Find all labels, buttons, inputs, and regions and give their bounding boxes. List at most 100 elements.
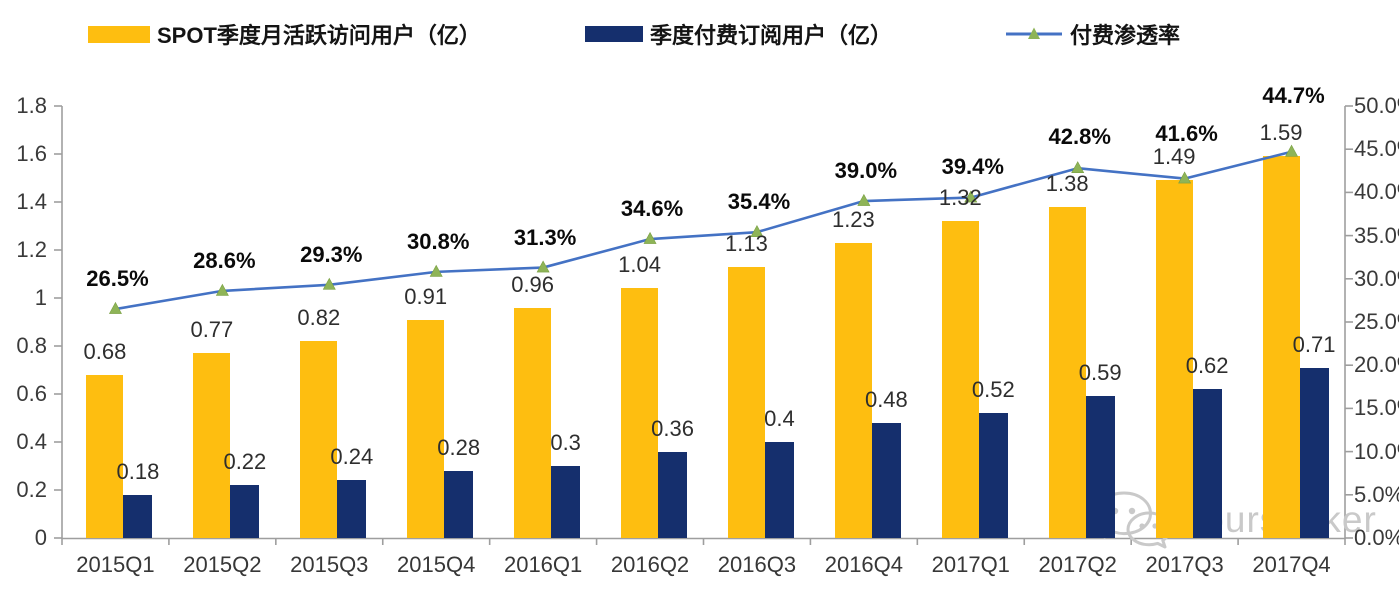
legend-item-subscribers: 季度付费订阅用户（亿） [585, 18, 892, 50]
penetration-rate-label: 30.8% [407, 228, 470, 254]
subscribers-bar [444, 470, 474, 538]
mau-value-label: 1.23 [831, 206, 875, 232]
right-axis-tick-label: 5.0% [1354, 481, 1399, 507]
legend: SPOT季度月活跃访问用户（亿） 季度付费订阅用户（亿） 付费渗透率 [0, 0, 1399, 60]
mau-value-label: 1.49 [1152, 144, 1196, 170]
x-axis-category-label: 2016Q1 [503, 552, 583, 577]
mau-value-label: 0.77 [190, 317, 234, 343]
legend-swatch-mau [88, 25, 150, 43]
penetration-rate-label: 26.5% [86, 266, 149, 292]
left-axis-tick-label: 0.6 [16, 381, 47, 406]
subscribers-bar [764, 442, 794, 538]
subscribers-bar [230, 485, 260, 538]
mau-value-label: 1.13 [725, 230, 768, 256]
subscribers-bar [1299, 367, 1329, 538]
left-axis-tick-label: 1.6 [16, 141, 47, 166]
left-axis-tick-label: 0.2 [16, 477, 47, 502]
penetration-rate-label: 28.6% [193, 247, 256, 273]
subscribers-bar [337, 480, 367, 538]
subscribers-value-label: 0.18 [116, 458, 160, 484]
x-axis-category-label: 2017Q2 [1038, 552, 1117, 577]
subscribers-bar [1192, 389, 1222, 538]
mau-bar [514, 307, 552, 538]
mau-value-label: 0.96 [511, 271, 555, 297]
subscribers-bar [871, 422, 901, 538]
subscribers-value-label: 0.22 [223, 449, 267, 475]
mau-value-label: 1.32 [938, 185, 982, 211]
subscribers-value-label: 0.24 [330, 444, 374, 470]
x-axis-category-label: 2017Q4 [1252, 552, 1331, 577]
mau-bar [407, 319, 445, 538]
x-axis-category-label: 2016Q2 [610, 552, 690, 577]
subscribers-value-label: 0.71 [1292, 331, 1336, 357]
penetration-rate-label: 29.3% [300, 241, 363, 267]
legend-item-mau: SPOT季度月活跃访问用户（亿） [88, 18, 481, 50]
mau-value-label: 0.68 [83, 338, 127, 364]
penetration-rate-label: 35.4% [727, 189, 791, 215]
right-axis-tick-label: 35.0% [1354, 222, 1399, 248]
legend-label-mau: SPOT季度月活跃访问用户（亿） [157, 23, 481, 48]
subscribers-value-label: 0.28 [437, 434, 481, 460]
subscribers-value-label: 0.36 [651, 415, 694, 441]
subscribers-value-label: 0.48 [864, 386, 908, 412]
subscribers-bar [123, 494, 153, 538]
subscribers-value-label: 0.52 [971, 377, 1015, 403]
left-axis-tick-label: 0.8 [16, 333, 47, 358]
penetration-rate-label: 39.4% [941, 153, 1004, 179]
penetration-rate-label: 42.8% [1048, 124, 1111, 150]
mau-value-label: 1.38 [1045, 170, 1089, 196]
x-axis-category-label: 2015Q1 [76, 552, 155, 577]
x-axis-category-label: 2016Q4 [824, 552, 904, 577]
mau-bar [834, 242, 872, 538]
penetration-rate-label: 44.7% [1262, 82, 1325, 108]
left-axis-tick-label: 0 [34, 525, 47, 550]
right-axis-tick-label: 40.0% [1354, 179, 1399, 205]
right-axis-tick-label: 30.0% [1354, 265, 1399, 291]
legend-item-penetration: 付费渗透率 [1005, 18, 1180, 50]
mau-bar [1155, 180, 1193, 538]
legend-line-marker-icon [1006, 27, 1062, 39]
subscribers-bar [1085, 396, 1115, 538]
x-axis-category-label: 2015Q3 [290, 552, 369, 577]
x-axis-category-label: 2015Q4 [397, 552, 476, 577]
mau-bar [941, 221, 979, 538]
right-axis-tick-label: 45.0% [1354, 136, 1399, 162]
left-axis-tick-label: 1.2 [16, 237, 47, 262]
mau-value-label: 1.04 [618, 252, 661, 278]
legend-label-penetration: 付费渗透率 [1070, 23, 1181, 48]
mau-bar [300, 341, 338, 538]
left-axis-tick-label: 1.8 [16, 93, 47, 118]
right-axis-tick-label: 10.0% [1354, 438, 1399, 464]
penetration-rate-label: 31.3% [513, 224, 577, 250]
subscribers-value-label: 0.59 [1078, 360, 1122, 386]
legend-label-subscribers: 季度付费订阅用户（亿） [650, 23, 893, 48]
left-axis-tick-label: 0.4 [16, 429, 47, 454]
penetration-rate-label: 39.0% [834, 158, 898, 184]
x-axis-category-label: 2015Q2 [183, 552, 262, 577]
mau-value-label: 0.91 [404, 283, 448, 309]
left-axis-tick-label: 1.4 [16, 189, 47, 214]
penetration-rate-label: 41.6% [1155, 120, 1218, 146]
mau-bar [86, 374, 124, 538]
x-axis-category-label: 2016Q3 [717, 552, 797, 577]
right-axis-tick-label: 50.0% [1354, 93, 1399, 118]
right-axis-tick-label: 15.0% [1354, 395, 1399, 421]
subscribers-bar [658, 451, 688, 538]
left-axis-tick-label: 1 [34, 285, 47, 310]
mau-bar [193, 353, 231, 538]
subscribers-value-label: 0.4 [764, 406, 795, 431]
mau-value-label: 1.59 [1259, 120, 1303, 146]
mau-value-label: 0.82 [297, 305, 341, 331]
mau-bar [621, 288, 659, 538]
subscribers-value-label: 0.3 [550, 430, 581, 455]
mau-bar [1262, 156, 1300, 538]
right-axis-tick-label: 20.0% [1354, 352, 1399, 378]
legend-swatch-subscribers [585, 26, 643, 42]
subscribers-value-label: 0.62 [1185, 353, 1229, 379]
mau-bar [1048, 206, 1086, 538]
x-axis-category-label: 2017Q3 [1145, 552, 1224, 577]
